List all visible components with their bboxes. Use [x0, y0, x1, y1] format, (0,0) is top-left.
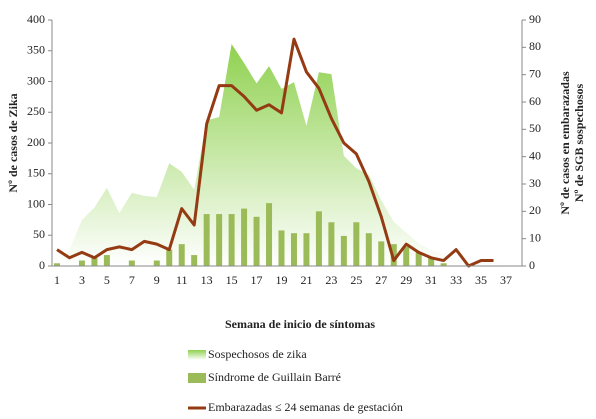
y2-tick-label: 0 [529, 258, 535, 272]
y-tick-label: 100 [27, 196, 45, 210]
area [57, 43, 506, 266]
bar [91, 257, 98, 266]
bar [303, 233, 310, 266]
x-tick-label: 21 [300, 273, 312, 287]
bar [178, 244, 185, 266]
legend-swatch [188, 350, 206, 360]
x-tick-label: 3 [79, 273, 85, 287]
bar [290, 233, 297, 266]
x-tick-label: 31 [425, 273, 437, 287]
bar [403, 246, 410, 266]
x-tick-label: 29 [400, 273, 412, 287]
legend-label: Síndrome de Guillain Barré [208, 370, 341, 384]
bar [78, 260, 85, 266]
x-tick-label: 13 [201, 273, 213, 287]
y2-tick-label: 90 [529, 12, 541, 26]
y-tick-label: 200 [27, 135, 45, 149]
x-tick-label: 7 [129, 273, 135, 287]
y2-axis-title: Nº de casos en embarazadas [558, 71, 572, 215]
bar [266, 203, 273, 266]
x-tick-label: 17 [251, 273, 263, 287]
bar [415, 252, 422, 266]
y-tick-label: 0 [39, 258, 45, 272]
bar [153, 260, 160, 266]
x-tick-label: 37 [500, 273, 512, 287]
y2-tick-label: 10 [529, 230, 541, 244]
y2-tick-label: 40 [529, 148, 541, 162]
bar [315, 211, 322, 266]
bar [203, 214, 210, 266]
y2-tick-label: 30 [529, 176, 541, 190]
bar [166, 249, 173, 266]
bar [216, 214, 223, 266]
y-tick-label: 300 [27, 73, 45, 87]
x-tick-label: 11 [176, 273, 188, 287]
y2-tick-label: 70 [529, 66, 541, 80]
bar [440, 263, 447, 266]
y-tick-label: 150 [27, 166, 45, 180]
y2-tick-label: 20 [529, 203, 541, 217]
x-tick-label: 5 [104, 273, 110, 287]
x-tick-label: 9 [154, 273, 160, 287]
legend-label: Sospechosos de zika [208, 347, 307, 361]
bar [378, 241, 385, 266]
y2-tick-label: 80 [529, 39, 541, 53]
y-tick-label: 250 [27, 104, 45, 118]
y-tick-label: 50 [33, 227, 45, 241]
bar [353, 222, 360, 266]
bar [340, 235, 347, 266]
x-tick-label: 15 [226, 273, 238, 287]
bar [128, 260, 135, 266]
bar [228, 214, 235, 266]
line [56, 37, 494, 268]
y2-tick-label: 50 [529, 121, 541, 135]
x-tick-label: 1 [54, 273, 60, 287]
x-tick-label: 33 [450, 273, 462, 287]
bar [365, 233, 372, 266]
y-axis-title: Nº de casos de Zika [6, 93, 20, 192]
bar [253, 216, 260, 266]
bar [428, 257, 435, 266]
y-tick-label: 350 [27, 43, 45, 57]
x-tick-label: 27 [375, 273, 387, 287]
x-axis-title: Semana de inicio de síntomas [225, 317, 375, 331]
x-tick-label: 25 [350, 273, 362, 287]
x-tick-label: 23 [325, 273, 337, 287]
y2-tick-label: 60 [529, 94, 541, 108]
bar [328, 222, 335, 266]
bar [103, 255, 110, 266]
legend-swatch [188, 373, 206, 383]
bar [241, 208, 248, 266]
bar [54, 263, 60, 266]
x-tick-label: 19 [276, 273, 288, 287]
bar [191, 255, 198, 266]
legend-label: Embarazadas ≤ 24 semanas de gestación [208, 400, 403, 414]
bar [278, 230, 285, 266]
y2-axis-title: Nº de SGB sospechosos [572, 84, 586, 203]
y-tick-label: 400 [27, 12, 45, 26]
x-tick-label: 35 [475, 273, 487, 287]
